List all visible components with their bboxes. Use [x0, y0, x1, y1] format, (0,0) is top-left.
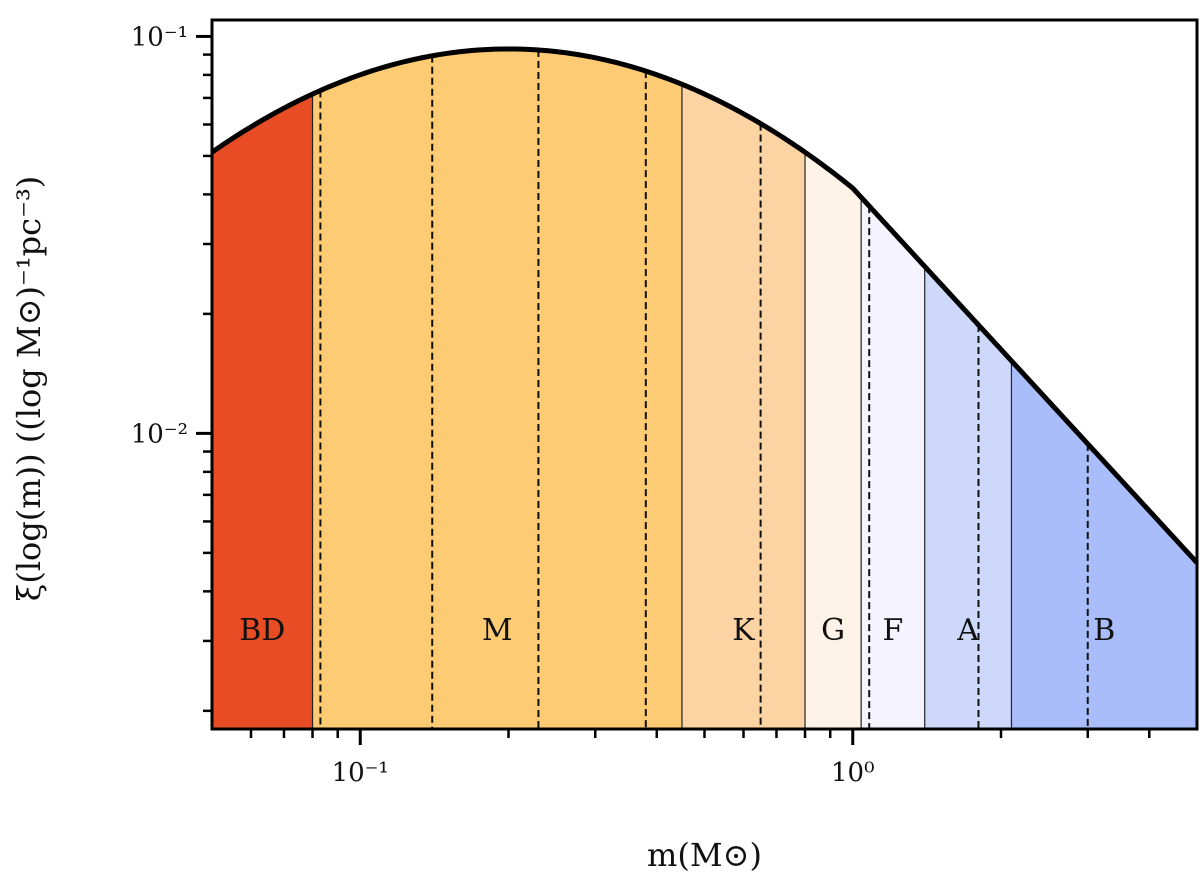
- band-area-b: [1011, 360, 1197, 729]
- tick-labels: 10⁻¹ 10⁰ 10⁻² 10⁻¹: [131, 22, 875, 788]
- x-axis-label: m(M⊙): [647, 836, 762, 874]
- axis-ticks: [196, 34, 1151, 745]
- y-axis-label: ξ(log(m)) ((log M⊙)⁻¹pc⁻³): [10, 176, 48, 602]
- band-label-k: K: [732, 613, 755, 648]
- band-label-f: F: [883, 613, 904, 648]
- x-tick-label-0: 10⁻¹: [332, 758, 389, 788]
- band-area-g: [805, 152, 862, 730]
- spectral-bands: [212, 48, 1197, 730]
- band-area-a: [924, 266, 1012, 729]
- band-label-a: A: [956, 613, 979, 648]
- band-area-f: [861, 197, 925, 729]
- band-labels: BD M K G F A B: [239, 613, 1115, 648]
- band-label-b: B: [1093, 613, 1115, 648]
- band-label-bd: BD: [239, 613, 285, 648]
- band-label-m: M: [482, 613, 513, 648]
- band-area-m: [312, 48, 682, 729]
- y-tick-label-0: 10⁻²: [131, 419, 188, 449]
- x-tick-label-1: 10⁰: [831, 758, 875, 788]
- mass-function-curve: [210, 46, 1199, 565]
- y-tick-label-1: 10⁻¹: [131, 22, 188, 52]
- band-area-bd: [212, 94, 313, 729]
- band-area-k: [681, 84, 806, 729]
- band-boundaries: [311, 49, 1089, 729]
- band-label-g: G: [821, 613, 845, 648]
